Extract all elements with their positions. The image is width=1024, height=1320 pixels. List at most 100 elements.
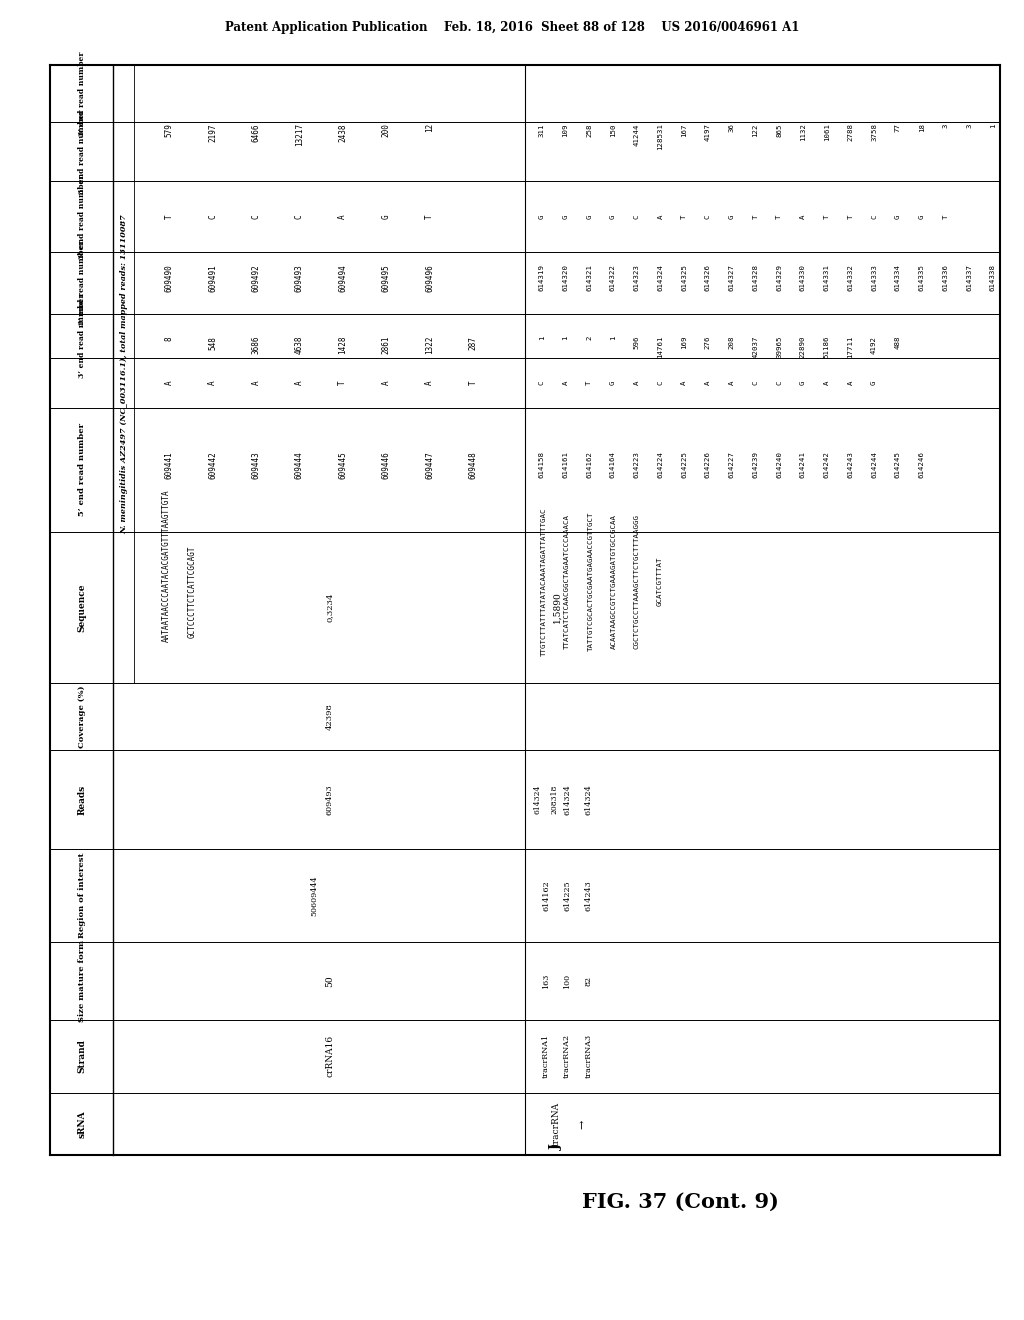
Text: 614162: 614162 [542,880,550,911]
Text: 579: 579 [165,123,174,137]
Text: 3: 3 [942,123,948,128]
Text: 200: 200 [382,123,390,137]
Text: C: C [753,380,759,385]
Text: 614327: 614327 [729,264,734,292]
Text: 614321: 614321 [586,264,592,292]
Text: 17711: 17711 [848,337,853,359]
Text: 609443: 609443 [252,451,260,479]
Text: 208318: 208318 [551,785,558,814]
Text: 3: 3 [966,123,972,128]
Text: 609445: 609445 [338,451,347,479]
Text: 1,5890: 1,5890 [552,591,561,623]
Text: 614164: 614164 [610,451,615,478]
Text: 3758: 3758 [871,123,878,141]
Text: T: T [848,214,853,219]
Text: 609494: 609494 [338,264,347,292]
Text: 614325: 614325 [681,264,687,292]
Text: G: G [562,214,568,219]
Text: 3’ end read number: 3’ end read number [78,174,86,259]
Text: 122: 122 [753,123,759,137]
Text: 614242: 614242 [823,451,829,478]
Text: A: A [800,214,806,219]
Text: 614244: 614244 [871,451,878,478]
Text: 100: 100 [563,974,571,989]
Text: 109: 109 [562,123,568,137]
Text: 3686: 3686 [252,337,260,355]
Text: 150: 150 [610,123,615,137]
Text: 1: 1 [539,337,545,341]
Text: 22890: 22890 [800,337,806,359]
Text: 609444: 609444 [295,451,304,479]
Text: 614162: 614162 [586,451,592,478]
Text: 50: 50 [326,975,334,987]
Text: T: T [425,214,434,219]
Text: 609447: 609447 [425,451,434,479]
Text: A: A [382,380,390,385]
Text: A: A [165,380,174,385]
Text: C: C [657,380,664,385]
Text: tracrRNA1: tracrRNA1 [542,1035,550,1078]
Text: 258: 258 [586,123,592,137]
Text: A: A [252,380,260,385]
Text: 2438: 2438 [338,123,347,141]
Text: AATAATAACCCAATACACGATGTTTAAGTTGTA: AATAATAACCCAATACACGATGTTTAAGTTGTA [162,490,171,643]
Text: 311: 311 [539,123,545,137]
Text: 614332: 614332 [848,264,853,292]
Text: 614227: 614227 [729,451,734,478]
Text: G: G [895,214,901,219]
Text: 614246: 614246 [919,451,925,478]
Text: 614337: 614337 [966,264,972,292]
Text: A: A [295,380,304,385]
Text: Size mature form: Size mature form [78,940,86,1022]
Text: A: A [562,380,568,385]
Text: 39965: 39965 [776,337,782,359]
Text: 4192: 4192 [871,337,878,354]
Text: C: C [295,214,304,219]
Text: T: T [338,380,347,385]
Text: Coverage (%): Coverage (%) [78,685,86,747]
Text: A: A [823,380,829,385]
Text: 614334: 614334 [895,264,901,292]
Text: 609492: 609492 [252,264,260,292]
Text: 5’ end read number: 5’ end read number [78,424,86,516]
Text: 4197: 4197 [705,123,711,141]
Text: 1428: 1428 [338,337,347,355]
Text: 865: 865 [776,123,782,137]
Text: Strand: Strand [77,1039,86,1073]
Text: 614243: 614243 [585,880,592,911]
Text: 4638: 4638 [295,337,304,355]
Text: G: G [871,380,878,385]
Text: 3’ end read number: 3’ end read number [78,240,86,325]
Text: T: T [753,214,759,219]
Text: GCATCGTTTAT: GCATCGTTTAT [657,557,664,606]
Text: 36: 36 [729,123,734,132]
Text: 609441: 609441 [165,451,174,479]
Text: 609446: 609446 [382,451,390,479]
Text: G: G [729,214,734,219]
Text: 614224: 614224 [657,451,664,478]
Text: 276: 276 [705,337,711,350]
Text: 3’ end read number: 3’ end read number [78,51,86,136]
Text: 614225: 614225 [681,451,687,478]
Text: TTATCATCTCAACGGCTAGAATCCCAAACA: TTATCATCTCAACGGCTAGAATCCCAAACA [564,513,570,649]
Text: 614243: 614243 [848,451,853,478]
Text: 208: 208 [729,337,734,350]
Text: T: T [823,214,829,219]
Text: 609495: 609495 [382,264,390,292]
Text: 609491: 609491 [208,264,217,292]
Text: crRNA16: crRNA16 [326,1035,334,1077]
Text: G: G [919,214,925,219]
Text: 614324: 614324 [563,784,571,814]
Text: 614324: 614324 [534,785,542,814]
Text: G: G [382,214,390,219]
Text: 8: 8 [165,337,174,341]
Text: A: A [338,214,347,219]
Text: 287: 287 [468,337,477,350]
Text: 1: 1 [610,337,615,341]
Text: 18: 18 [919,123,925,132]
Text: 3’ end read number: 3’ end read number [78,110,86,194]
Text: 1061: 1061 [823,123,829,141]
Text: C: C [776,380,782,385]
Text: Reads: Reads [77,784,86,814]
Text: tracrRNA3: tracrRNA3 [585,1035,592,1078]
